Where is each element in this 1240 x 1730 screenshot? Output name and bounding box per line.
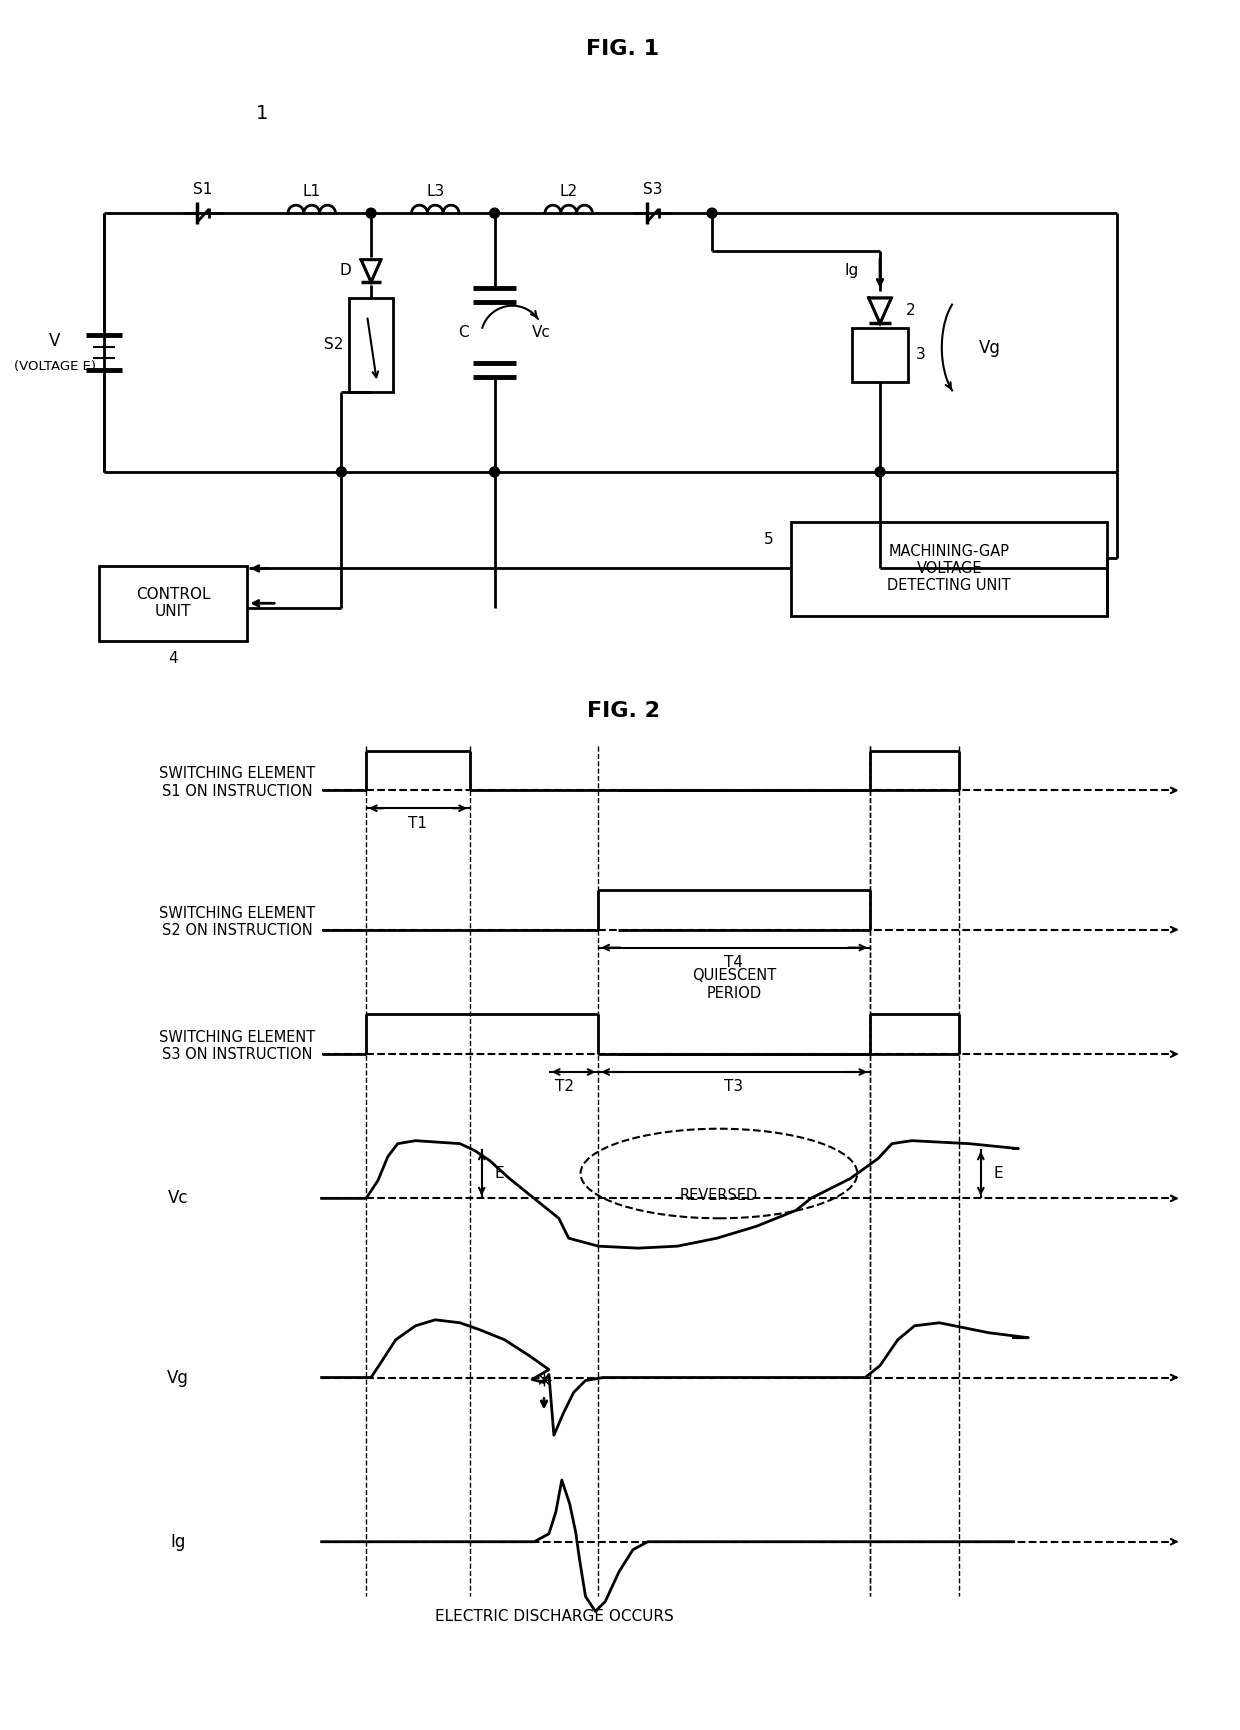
Text: QUIESCENT
PERIOD: QUIESCENT PERIOD: [692, 969, 776, 1000]
Text: 2: 2: [905, 303, 915, 318]
Circle shape: [490, 467, 500, 477]
Text: SWITCHING ELEMENT
S2 ON INSTRUCTION: SWITCHING ELEMENT S2 ON INSTRUCTION: [160, 905, 316, 938]
Text: 4: 4: [169, 652, 179, 666]
Text: E: E: [495, 1166, 505, 1182]
Text: (VOLTAGE E): (VOLTAGE E): [14, 360, 95, 374]
Text: MACHINING-GAP
VOLTAGE
DETECTING UNIT: MACHINING-GAP VOLTAGE DETECTING UNIT: [888, 543, 1011, 593]
Text: FIG. 1: FIG. 1: [587, 40, 660, 59]
Text: FIG. 2: FIG. 2: [587, 701, 660, 721]
Circle shape: [490, 208, 500, 218]
Text: REVERSED: REVERSED: [680, 1189, 758, 1202]
Text: L2: L2: [559, 183, 578, 199]
Text: Ig: Ig: [171, 1533, 186, 1550]
Text: SWITCHING ELEMENT
S3 ON INSTRUCTION: SWITCHING ELEMENT S3 ON INSTRUCTION: [160, 1029, 316, 1062]
Bar: [852, 327, 908, 382]
Circle shape: [366, 208, 376, 218]
Text: T3: T3: [724, 1080, 743, 1095]
Circle shape: [707, 208, 717, 218]
Text: T2: T2: [554, 1080, 574, 1095]
Text: T1: T1: [408, 817, 427, 830]
Text: CONTROL
UNIT: CONTROL UNIT: [136, 586, 211, 619]
Text: 3: 3: [915, 348, 925, 362]
Bar: [791, 522, 1107, 616]
Text: ELECTRIC DISCHARGE OCCURS: ELECTRIC DISCHARGE OCCURS: [434, 1609, 673, 1624]
Text: Ig: Ig: [844, 263, 858, 279]
Bar: [99, 566, 248, 642]
Text: 1: 1: [257, 104, 269, 123]
Text: S1: S1: [193, 182, 213, 197]
Text: D: D: [340, 263, 351, 279]
Text: SWITCHING ELEMENT
S1 ON INSTRUCTION: SWITCHING ELEMENT S1 ON INSTRUCTION: [160, 766, 316, 799]
Text: Vc: Vc: [532, 325, 551, 341]
Text: Vg: Vg: [167, 1368, 190, 1386]
Text: 5: 5: [764, 533, 774, 547]
Text: S2: S2: [324, 337, 343, 351]
Text: Vg: Vg: [978, 339, 1001, 356]
Text: T4: T4: [724, 955, 743, 971]
Text: E: E: [993, 1166, 1003, 1182]
Polygon shape: [869, 298, 892, 324]
Text: L3: L3: [427, 183, 444, 199]
Circle shape: [875, 467, 885, 477]
Polygon shape: [361, 260, 381, 282]
Bar: [350, 298, 393, 393]
Text: S3: S3: [644, 182, 662, 197]
Text: Vc: Vc: [169, 1190, 188, 1208]
Circle shape: [336, 467, 346, 477]
Text: C: C: [458, 325, 469, 341]
Text: V: V: [50, 332, 61, 349]
Text: L1: L1: [303, 183, 321, 199]
